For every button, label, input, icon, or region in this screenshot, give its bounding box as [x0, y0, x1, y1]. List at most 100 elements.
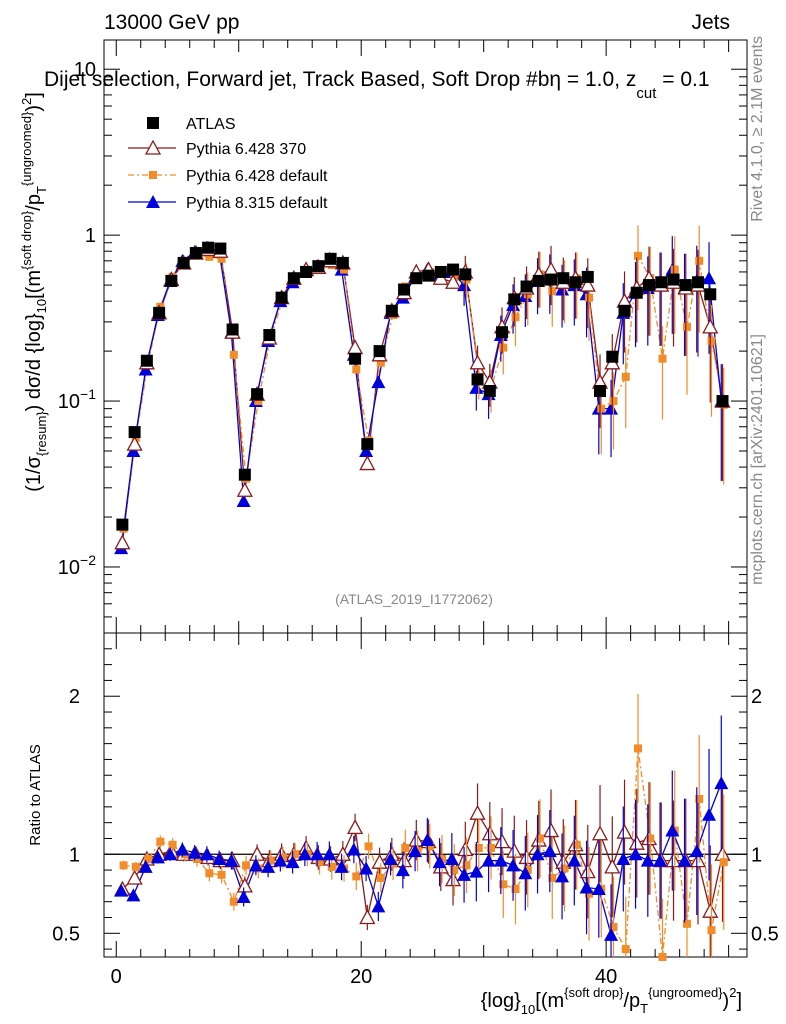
ratio-point-pythia-6-428-default [523, 866, 532, 875]
ratio-point-pythia-6-428-default [695, 794, 704, 803]
ratio-point-pythia-6-428-default [499, 880, 508, 889]
ratio-point-pythia-6-428-default [682, 919, 691, 928]
plot-title: Dijet selection, Forward jet, Track Base… [44, 68, 710, 102]
ratio-point-pythia-6-428-default [278, 853, 287, 862]
ratio-point-pythia-6-428-370 [702, 902, 719, 918]
analysis-tag: (ATLAS_2019_I1772062) [335, 591, 493, 607]
ratio-point-pythia-8-315-default [138, 859, 153, 873]
ratio-point-pythia-8-315-default [224, 853, 239, 867]
ratio-point-pythia-6-428-370 [628, 834, 645, 850]
category-label: Jets [691, 11, 730, 34]
point-atlas [202, 241, 215, 254]
point-atlas [545, 273, 558, 286]
legend-marker-py6-370 [144, 139, 162, 155]
ratio-point-pythia-8-315-default [518, 866, 533, 880]
ratio-point-pythia-6-428-default [144, 855, 153, 864]
ratio-plot-frame [103, 632, 748, 958]
ratio-point-pythia-6-428-default [548, 873, 557, 882]
ratio-point-pythia-6-428-default [193, 855, 202, 864]
main-ytick-label: 10 [58, 557, 80, 579]
ratio-point-pythia-6-428-370 [591, 825, 609, 841]
point-pythia-6-428-default [695, 256, 704, 265]
point-atlas [214, 242, 227, 255]
point-atlas [606, 350, 619, 363]
ratio-point-pythia-6-428-default [707, 926, 716, 935]
point-atlas [324, 252, 337, 265]
point-atlas [655, 276, 668, 289]
ratio-point-pythia-8-315-default [616, 852, 631, 866]
beam-label: 13000 GeV pp [104, 11, 239, 34]
ratio-point-pythia-8-315-default [150, 850, 165, 864]
ratio-point-pythia-8-315-default [640, 853, 655, 867]
ratio-point-pythia-8-315-default [567, 853, 582, 867]
ratio-point-pythia-6-428-default [168, 840, 177, 849]
ratio-point-pythia-8-315-default [677, 853, 692, 867]
point-pythia-6-428-default [254, 397, 263, 406]
ratio-point-pythia-6-428-default [719, 858, 728, 867]
legend-label-atlas: ATLAS [186, 116, 236, 133]
point-pythia-6-428-default [707, 337, 716, 346]
ratio-point-pythia-6-428-default [572, 840, 581, 849]
main-ytick-label: 10 [58, 391, 80, 413]
legend-marker-atlas [147, 117, 159, 129]
point-atlas [116, 518, 129, 531]
ratio-axes: 0 20 40 0.5 0.5 1 1 2 2 [52, 633, 779, 988]
ratio-point-pythia-6-428-default [658, 953, 667, 961]
ratio-point-pythia-8-315-default [469, 864, 484, 878]
ratio-point-pythia-6-428-default [217, 870, 226, 879]
point-atlas [385, 304, 398, 317]
ratio-point-pythia-8-315-default [346, 842, 361, 856]
ratio-point-pythia-6-428-370 [518, 849, 535, 865]
point-atlas [508, 293, 521, 306]
legend-marker-py6-default [149, 171, 157, 179]
plot-title-suffix: η = 1.0, z [549, 68, 636, 91]
xtick-label: 0 [111, 966, 122, 988]
ratio-point-pythia-6-428-default [536, 834, 545, 843]
xtick-label: 20 [350, 966, 372, 988]
point-atlas [618, 304, 631, 317]
point-atlas [312, 260, 325, 273]
ratio-point-pythia-6-428-default [205, 869, 214, 878]
point-pythia-6-428-default [340, 265, 349, 274]
ratio-ytick-label: 1 [69, 844, 80, 866]
ratio-point-pythia-6-428-default [474, 843, 483, 852]
point-atlas [679, 279, 692, 292]
main-ytick-exp: −1 [80, 386, 96, 402]
point-pythia-6-428-370 [346, 339, 364, 355]
ratio-point-pythia-6-428-default [462, 861, 471, 870]
point-atlas [275, 291, 288, 304]
ratio-ytick-label-right: 1 [751, 844, 762, 866]
ratio-point-pythia-8-315-default [444, 852, 459, 866]
ratio-point-pythia-6-428-default [352, 872, 361, 881]
ratio-point-pythia-6-428-370 [371, 853, 388, 869]
point-atlas [692, 276, 705, 289]
main-ytick-exp: −2 [80, 552, 96, 568]
point-pythia-6-428-default [670, 265, 679, 274]
ratio-point-pythia-6-428-default [487, 843, 496, 852]
point-atlas [447, 263, 460, 276]
xlabel: {log}10[(m{soft drop}/pT{ungroomed})2] [481, 985, 742, 1017]
ratio-point-pythia-6-428-370 [689, 852, 707, 868]
ratio-point-pythia-6-428-default [229, 897, 238, 906]
ratio-point-pythia-6-428-default [401, 843, 410, 852]
ratio-point-pythia-8-315-default [457, 867, 472, 881]
point-pythia-6-428-default [633, 251, 642, 260]
point-atlas [496, 326, 509, 339]
ratio-point-pythia-6-428-default [450, 866, 459, 875]
ratio-point-pythia-6-428-default [156, 837, 165, 846]
ratio-point-pythia-8-315-default [665, 823, 680, 837]
ratio-point-pythia-6-428-370 [359, 909, 376, 925]
ratio-point-pythia-8-315-default [261, 859, 276, 873]
ratio-point-pythia-6-428-default [560, 864, 569, 873]
point-atlas [569, 276, 582, 289]
point-pythia-6-428-370 [469, 354, 486, 370]
ratio-point-pythia-8-315-default [653, 853, 668, 867]
point-pythia-6-428-370 [114, 534, 131, 550]
point-pythia-6-428-default [548, 287, 557, 296]
ratio-point-pythia-6-428-370 [616, 823, 633, 839]
rivet-label: Rivet 4.1.0, ≥ 2.1M events [749, 36, 766, 222]
ratio-point-pythia-8-315-default [432, 855, 447, 869]
point-atlas [630, 286, 643, 299]
ratio-point-pythia-8-315-default [493, 853, 508, 867]
